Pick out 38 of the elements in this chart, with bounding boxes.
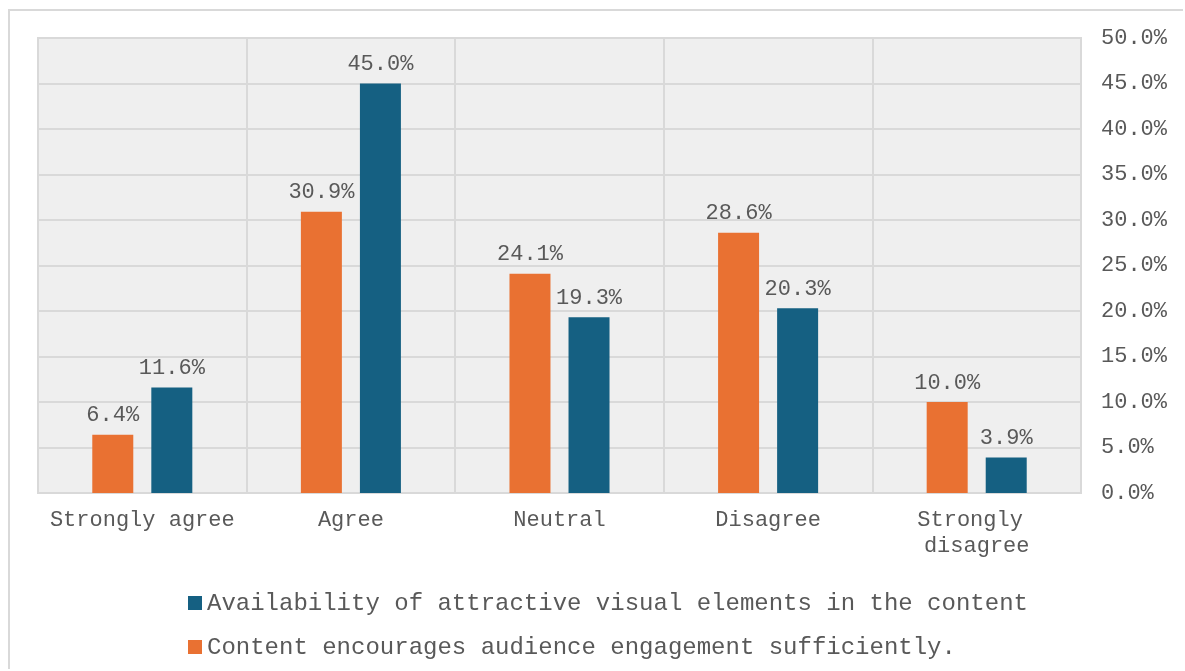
legend-label: Content encourages audience engagement sufficiently. bbox=[207, 633, 956, 661]
x-tick-label: Neutral bbox=[513, 507, 606, 533]
data-label: 11.6% bbox=[138, 355, 206, 381]
bar bbox=[926, 402, 968, 493]
bar bbox=[718, 232, 760, 493]
legend-label: Availability of attractive visual elements in the content bbox=[207, 589, 1028, 617]
y-tick-label: 25.0% bbox=[1101, 253, 1168, 278]
bar bbox=[359, 83, 401, 493]
y-tick-label: 0.0% bbox=[1101, 480, 1155, 506]
data-label: 28.6% bbox=[705, 201, 773, 227]
data-label: 20.3% bbox=[764, 276, 832, 302]
x-tick-label: Strongly disagree bbox=[917, 507, 1037, 559]
data-label: 6.4% bbox=[86, 403, 140, 429]
bar bbox=[300, 211, 342, 493]
bar bbox=[568, 317, 610, 493]
bar bbox=[92, 434, 134, 493]
data-label: 24.1% bbox=[496, 242, 564, 268]
bar bbox=[151, 387, 193, 493]
data-label: 19.3% bbox=[556, 285, 623, 311]
bar bbox=[509, 273, 551, 493]
y-tick-label: 20.0% bbox=[1101, 298, 1168, 324]
x-tick-label: Disagree bbox=[715, 507, 821, 533]
data-label: 10.0% bbox=[914, 370, 981, 396]
data-label: 30.9% bbox=[288, 180, 356, 206]
data-label: 45.0% bbox=[347, 52, 415, 77]
x-tick-label: Agree bbox=[317, 507, 384, 533]
bar bbox=[777, 308, 819, 493]
y-tick-label: 15.0% bbox=[1101, 344, 1168, 369]
y-tick-label: 45.0% bbox=[1101, 71, 1168, 96]
x-tick-label: Strongly agree bbox=[49, 507, 235, 533]
data-label: 3.9% bbox=[979, 426, 1034, 452]
y-tick-label: 35.0% bbox=[1101, 162, 1168, 187]
y-tick-label: 10.0% bbox=[1101, 389, 1168, 415]
y-tick-label: 5.0% bbox=[1101, 435, 1155, 460]
bar bbox=[985, 457, 1027, 493]
y-tick-label: 30.0% bbox=[1101, 207, 1168, 233]
y-tick-label: 50.0% bbox=[1101, 25, 1168, 51]
y-tick-label: 40.0% bbox=[1101, 116, 1168, 142]
